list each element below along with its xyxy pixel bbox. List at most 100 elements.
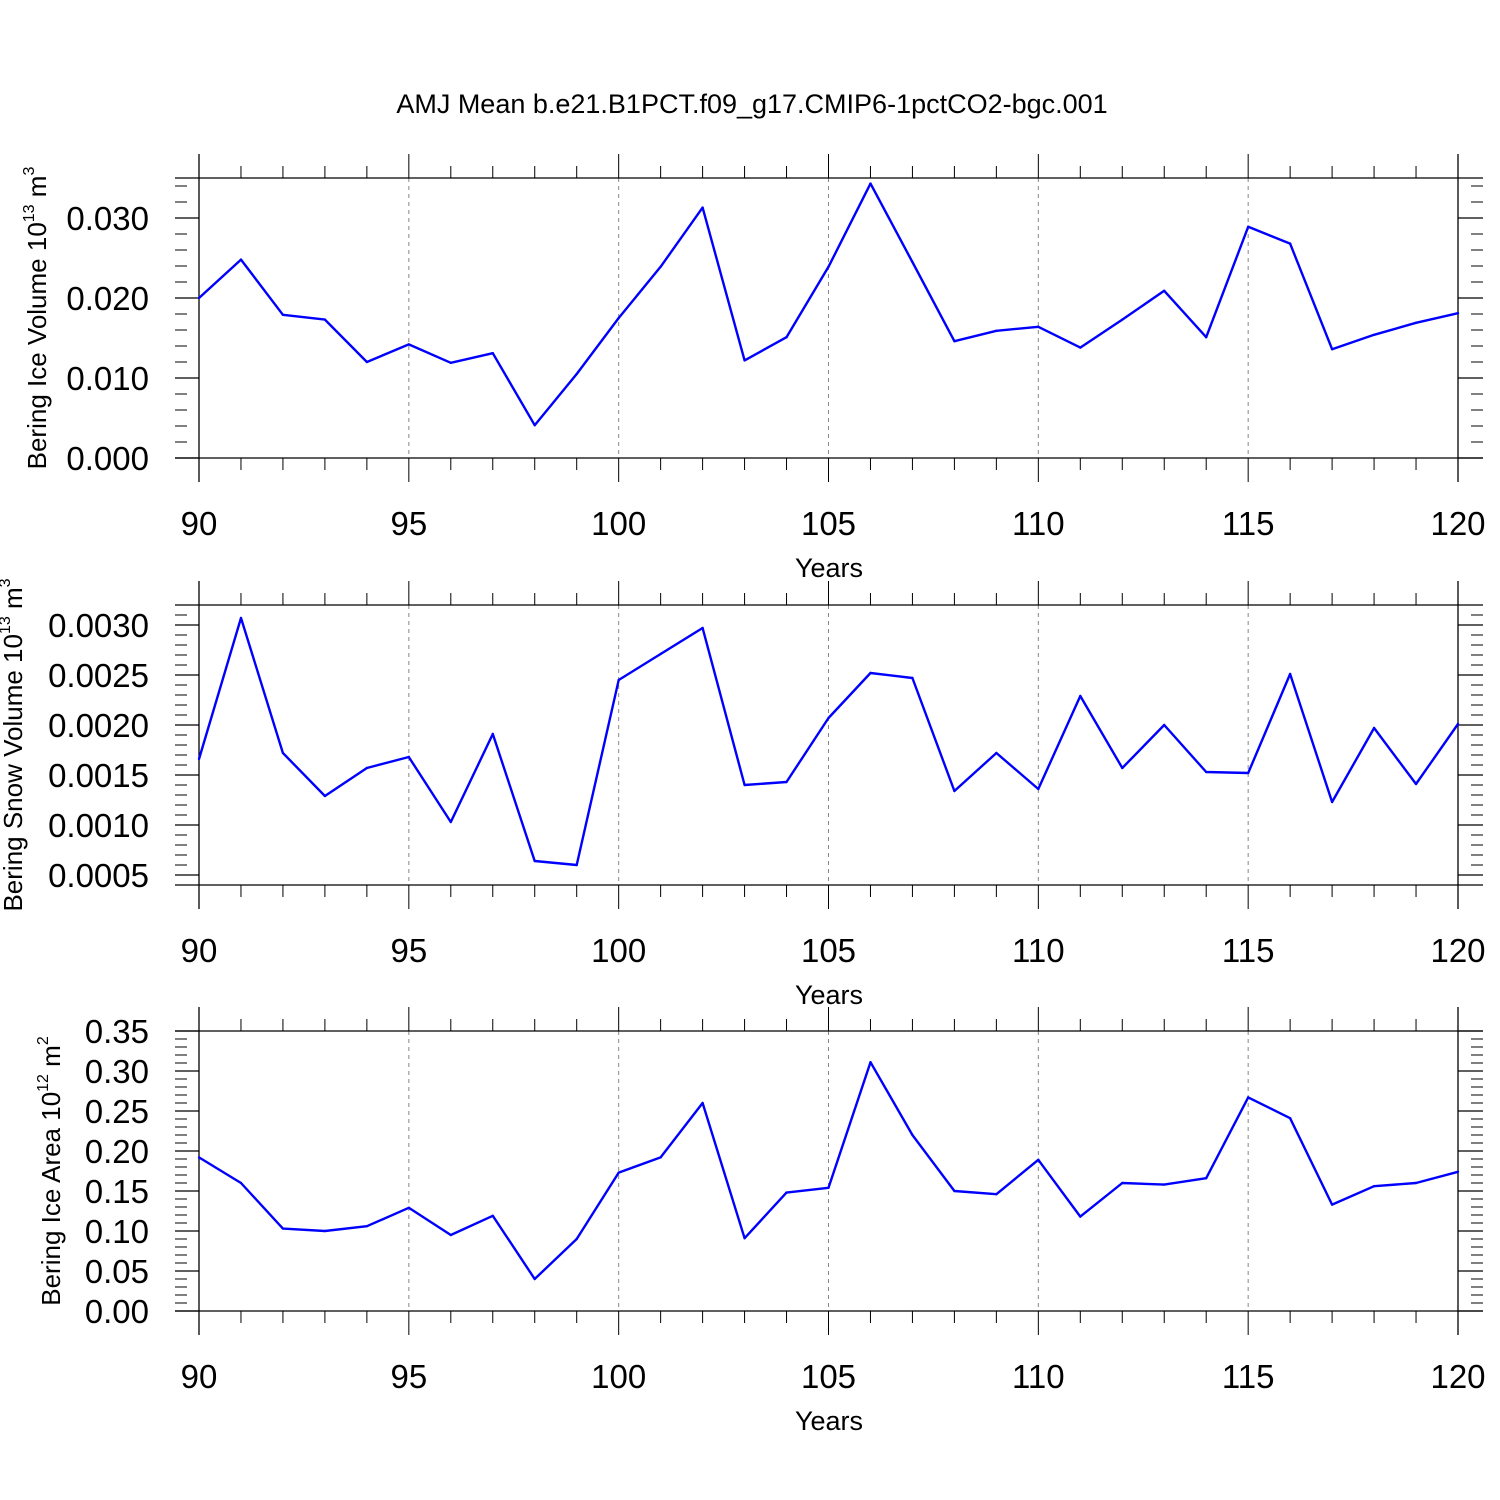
data-point	[1205, 336, 1208, 339]
data-point	[281, 1227, 285, 1230]
data-point	[1246, 1096, 1250, 1099]
x-tick-label: 115	[1222, 1358, 1275, 1395]
data-point	[869, 671, 872, 675]
x-tick-label: 120	[1430, 505, 1485, 542]
x-tick-label: 95	[390, 505, 427, 542]
x-tick-label: 110	[1012, 505, 1065, 542]
data-point	[1205, 1177, 1208, 1180]
x-tick-label: 120	[1430, 1358, 1485, 1395]
data-point	[1372, 1185, 1376, 1188]
data-point	[701, 626, 704, 630]
data-point	[659, 265, 662, 268]
data-point	[1246, 225, 1250, 228]
data-point	[1079, 694, 1082, 698]
data-point	[869, 182, 872, 185]
data-point	[1456, 722, 1460, 726]
chart-panel-1: 90 95 100 105 110 115 120 Years 0.000 0.010 0.020 0…	[21, 154, 1486, 583]
x-tick-label: 90	[181, 505, 218, 542]
x-tick-label: 115	[1222, 932, 1275, 969]
y-axis-label: Bering Ice Area 1012 m2	[35, 1036, 66, 1306]
data-point	[1456, 1170, 1460, 1174]
data-point	[491, 352, 494, 355]
data-point	[407, 1206, 411, 1210]
data-point	[827, 265, 830, 268]
y-tick-label: 0.0030	[48, 607, 149, 644]
data-point	[617, 1171, 620, 1174]
y-axis-label-text: Bering Snow Volume 10	[0, 634, 28, 912]
x-tick-label: 90	[181, 1358, 218, 1395]
data-point	[239, 616, 243, 620]
y-axis-label-unit: m	[22, 176, 52, 205]
y-tick-label: 0.0025	[48, 657, 149, 694]
data-point	[1163, 289, 1166, 292]
data-point	[323, 1229, 327, 1233]
x-axis-label: Years	[795, 553, 863, 583]
y-tick-label: 0.00	[85, 1293, 149, 1330]
data-point	[911, 260, 914, 264]
data-point	[1330, 800, 1334, 804]
data-point	[1288, 242, 1292, 245]
data-point	[575, 863, 578, 867]
data-point	[1330, 1203, 1334, 1206]
data-point	[1372, 333, 1376, 336]
data-point	[1163, 1183, 1166, 1186]
data-point	[911, 1133, 914, 1137]
y-axis-label-unit-exponent: 3	[21, 167, 38, 176]
data-point	[1079, 1215, 1082, 1218]
data-point	[1330, 348, 1334, 351]
data-point	[1288, 1117, 1292, 1120]
y-axis-label-exponent: 12	[35, 1074, 52, 1092]
y-tick-label: 0.0005	[48, 857, 149, 894]
x-tick-label: 120	[1430, 932, 1485, 969]
x-tick-label: 100	[591, 505, 646, 542]
data-point	[1372, 726, 1376, 730]
y-tick-label: 0.25	[85, 1093, 149, 1130]
y-axis-label-unit: m	[36, 1045, 66, 1074]
data-point	[533, 424, 536, 427]
data-point	[197, 296, 201, 300]
data-point	[1079, 346, 1082, 349]
data-point	[491, 1214, 494, 1218]
data-point	[701, 206, 704, 209]
panels: 90 95 100 105 110 115 120 Years 0.000 0.010 0.020 0…	[0, 154, 1486, 1436]
y-tick-label: 0.000	[66, 440, 149, 477]
data-point	[995, 1193, 998, 1196]
data-point	[995, 751, 998, 755]
data-point	[239, 1181, 243, 1185]
data-point	[281, 751, 285, 755]
data-point	[1121, 766, 1124, 770]
data-point	[1037, 787, 1040, 791]
y-tick-label: 0.30	[85, 1053, 149, 1090]
data-point	[365, 766, 369, 770]
y-axis-label-unit: m	[0, 587, 28, 616]
data-point	[407, 343, 411, 346]
data-point	[533, 859, 536, 863]
data-point	[281, 313, 285, 316]
data-point	[449, 361, 452, 364]
x-tick-label: 95	[390, 932, 427, 969]
data-point	[1414, 782, 1418, 786]
chart-panel-2: 90 95 100 105 110 115 120 Years 0.0005 0.0010 0.00…	[0, 578, 1486, 1010]
data-point	[659, 1156, 662, 1159]
data-point	[785, 780, 788, 784]
data-point	[365, 1225, 369, 1228]
data-point	[743, 783, 746, 787]
x-tick-label: 105	[801, 505, 856, 542]
y-tick-label: 0.010	[66, 360, 149, 397]
data-point	[995, 329, 998, 332]
data-point	[701, 1101, 704, 1105]
y-axis-label-text: Bering Ice Volume 10	[22, 222, 52, 469]
data-point	[407, 755, 411, 759]
data-point	[1121, 318, 1124, 321]
data-point	[449, 820, 452, 824]
data-point	[1414, 1181, 1418, 1185]
y-axis-label-exponent: 13	[0, 616, 14, 634]
y-tick-label: 0.35	[85, 1013, 149, 1050]
data-point	[617, 678, 620, 682]
data-point	[785, 336, 788, 339]
x-axis-label: Years	[795, 980, 863, 1010]
y-tick-label: 0.030	[66, 200, 149, 237]
data-point	[533, 1277, 536, 1281]
data-point	[1037, 1158, 1040, 1162]
y-axis-label-unit-exponent: 3	[0, 578, 14, 587]
